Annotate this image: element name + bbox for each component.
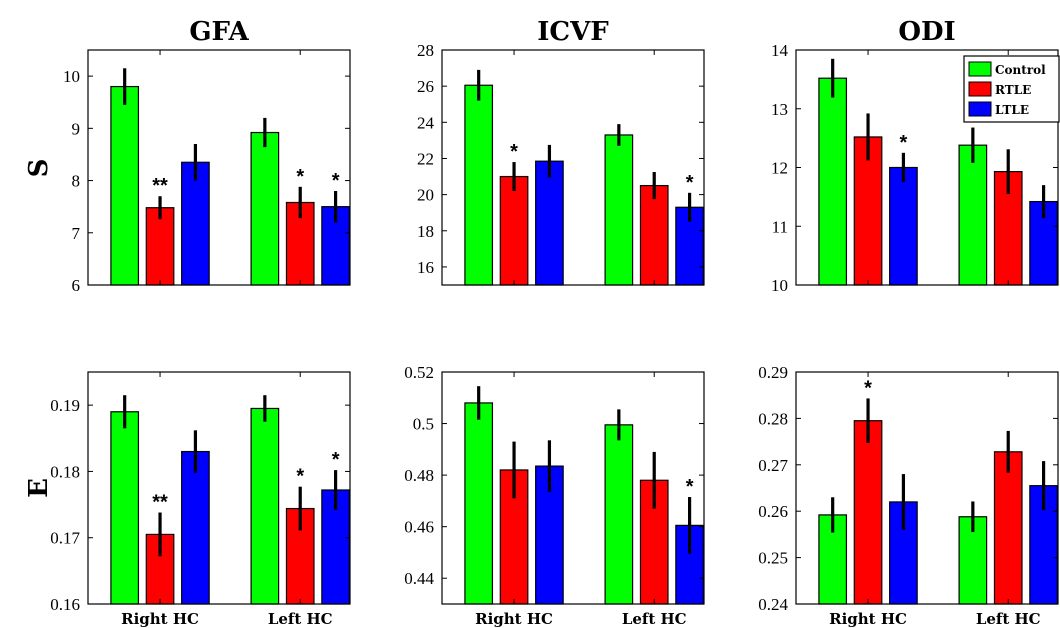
x-tick-label: Left HC: [622, 610, 687, 628]
bar-control-right-hc: [110, 85, 140, 286]
y-tick-label: 0.25: [758, 549, 788, 568]
row-label: S: [24, 159, 54, 178]
y-tick-label: 0.17: [50, 529, 80, 548]
y-tick-label: 0.44: [404, 569, 434, 588]
y-tick-label: 24: [417, 113, 435, 132]
significance-marker: *: [864, 377, 872, 399]
x-tick-label: Left HC: [268, 610, 333, 628]
y-tick-label: 28: [417, 41, 434, 60]
y-tick-label: 22: [417, 149, 434, 168]
legend-label-control: Control: [995, 63, 1046, 77]
axes-box: [87, 49, 351, 286]
y-tick-label: 16: [417, 258, 434, 277]
legend-swatch-control: [968, 61, 992, 77]
y-tick-label: 0.18: [50, 462, 80, 481]
y-tick-label: 0.27: [758, 456, 788, 475]
legend-swatch-ltle: [968, 101, 992, 117]
axes-box: [441, 371, 705, 605]
y-tick-label: 0.28: [758, 409, 788, 428]
bar-control-left-hc: [604, 424, 634, 605]
y-tick-label: 10: [771, 276, 788, 295]
y-tick-label: 13: [771, 100, 788, 119]
y-tick-label: 10: [63, 67, 80, 86]
y-tick-label: 0.48: [404, 466, 434, 485]
panel-odi-e: * 0.24 0.25 0.26 0.27 0.28 0.29 Right HC Left HC: [758, 363, 1059, 628]
significance-marker: *: [296, 466, 304, 488]
y-tick-label: 0.52: [404, 363, 434, 382]
y-tick-label: 9: [72, 119, 81, 138]
axes-box: [441, 49, 705, 286]
y-tick-label: 20: [417, 186, 434, 205]
y-tick-label: 0.29: [758, 363, 788, 382]
legend-label-ltle: LTLE: [995, 103, 1029, 117]
y-tick-label: 0.26: [758, 502, 788, 521]
bar-rtle-left-hc: [285, 507, 315, 605]
bar-control-right-hc: [464, 84, 494, 286]
bar-control-right-hc: [464, 402, 494, 605]
legend-label-rtle: RTLE: [995, 83, 1031, 97]
panel-odi-s: * 10 11 12 13 14 ODI: [771, 17, 1059, 295]
significance-marker: *: [686, 476, 694, 498]
significance-marker: *: [332, 170, 340, 192]
panel-title: ICVF: [537, 17, 609, 47]
bar-rtle-right-hc: [145, 207, 175, 286]
legend: Control RTLE LTLE: [963, 55, 1060, 123]
bar-rtle-right-hc: [499, 175, 529, 286]
y-tick-label: 7: [72, 224, 81, 243]
y-tick-label: 26: [417, 77, 434, 96]
bar-ltle-right-hc: [535, 160, 564, 286]
row-label: E: [24, 478, 54, 498]
axes-box: [87, 371, 351, 605]
panel-icvf-s: * * 16 18 20 22 24 26 28 ICVF: [417, 17, 705, 286]
y-tick-label: 0.24: [758, 595, 788, 614]
bar-rtle-right-hc: [853, 420, 883, 605]
y-tick-label: 14: [771, 41, 789, 60]
y-tick-label: 0.46: [404, 518, 434, 537]
significance-marker: *: [686, 172, 694, 194]
y-tick-label: 8: [72, 172, 81, 191]
y-tick-label: 0.16: [50, 595, 80, 614]
x-tick-label: Right HC: [829, 610, 907, 628]
legend-swatch-rtle: [968, 81, 992, 97]
bar-ltle-right-hc: [181, 450, 210, 605]
y-tick-label: 11: [772, 217, 788, 236]
bar-ltle-right-hc: [181, 161, 210, 286]
significance-marker: *: [296, 166, 304, 188]
bar-rtle-left-hc: [993, 451, 1023, 605]
significance-marker: *: [510, 141, 518, 163]
bar-control-left-hc: [250, 131, 280, 286]
bar-rtle-left-hc: [639, 184, 669, 286]
panel-icvf-e: * 0.44 0.46 0.48 0.5 0.52 Right HC Left HC: [404, 363, 705, 628]
significance-marker: **: [152, 175, 168, 197]
y-tick-label: 0.5: [413, 415, 434, 434]
y-tick-label: 0.19: [50, 396, 80, 415]
y-tick-label: 12: [771, 159, 788, 178]
significance-marker: *: [332, 449, 340, 471]
y-tick-label: 18: [417, 222, 434, 241]
bar-control-left-hc: [958, 144, 988, 286]
significance-marker: **: [152, 492, 168, 514]
panels-layer: ** * *678910GFAS**16182022242628ICVF*10111…: [24, 17, 1059, 628]
panel-title: ODI: [898, 17, 955, 47]
y-tick-label: 6: [72, 276, 81, 295]
bar-ltle-right-hc: [889, 166, 918, 286]
significance-marker: *: [900, 132, 908, 154]
bar-control-left-hc: [250, 407, 280, 605]
x-tick-label: Right HC: [121, 610, 199, 628]
bar-control-left-hc: [604, 134, 634, 286]
bar-control-right-hc: [110, 411, 140, 605]
bar-control-right-hc: [818, 77, 848, 286]
x-tick-label: Right HC: [475, 610, 553, 628]
x-tick-label: Left HC: [976, 610, 1041, 628]
axes-box: [795, 371, 1059, 605]
panel-title: GFA: [189, 17, 249, 47]
